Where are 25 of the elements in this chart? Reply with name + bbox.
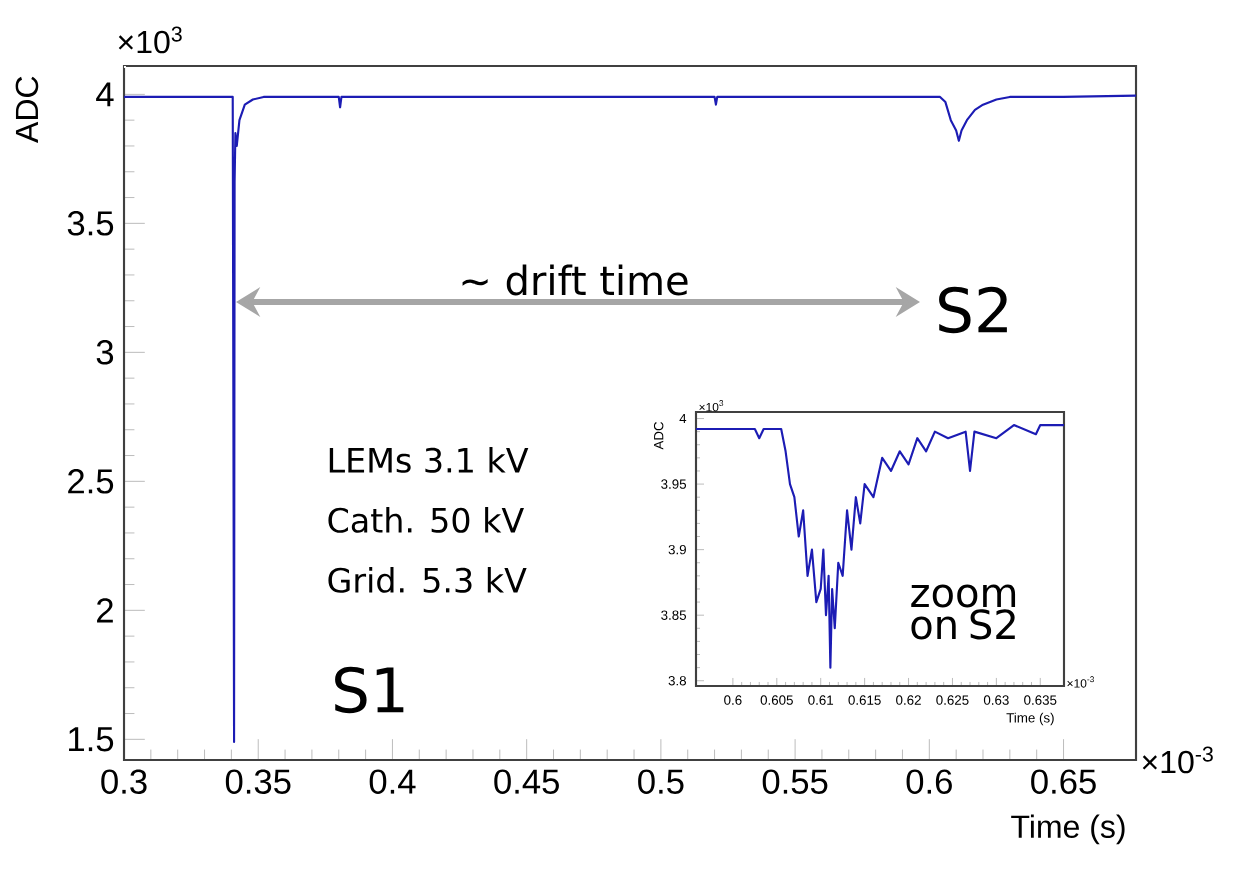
annotation: S2 [939, 286, 1007, 334]
x-tick-label: 0.5 [638, 769, 684, 794]
annotation: S1 [335, 666, 404, 714]
x-tick-label: 0.55 [762, 769, 828, 794]
text: ×10$^{-3}$ [1142, 746, 1213, 774]
y-tick-label: 4 [96, 82, 114, 107]
annotation: LEMs 3.1 kV [329, 447, 529, 473]
y-tick-label: 3.5 [67, 211, 114, 236]
x-tick-label: 0.6 [906, 769, 952, 794]
x-tick-label: 0.35 [225, 769, 291, 794]
y-tick-label: 2.5 [68, 469, 114, 494]
annotation: Cath. 50 kV [328, 507, 524, 533]
x-tick-label: 0.45 [494, 769, 559, 794]
x-tick-label: 0.4 [369, 769, 416, 794]
x-axis-title: Time (s) [1011, 814, 1125, 845]
annotation: Grid. 5.3 kV [328, 567, 527, 593]
y-tick-label: 3 [96, 340, 114, 365]
annotation: zoom on S2 [911, 584, 1016, 640]
annotation: ~ drift time [462, 264, 688, 296]
text: ×10$^{3}$ [118, 26, 182, 54]
y-tick-label: 1.5 [69, 727, 114, 752]
x-tick-label: 0.65 [1031, 769, 1096, 794]
y-axis-title: ADC [15, 76, 39, 143]
x-tick-label: 0.3 [101, 769, 147, 794]
y-tick-label: 2 [97, 598, 113, 623]
